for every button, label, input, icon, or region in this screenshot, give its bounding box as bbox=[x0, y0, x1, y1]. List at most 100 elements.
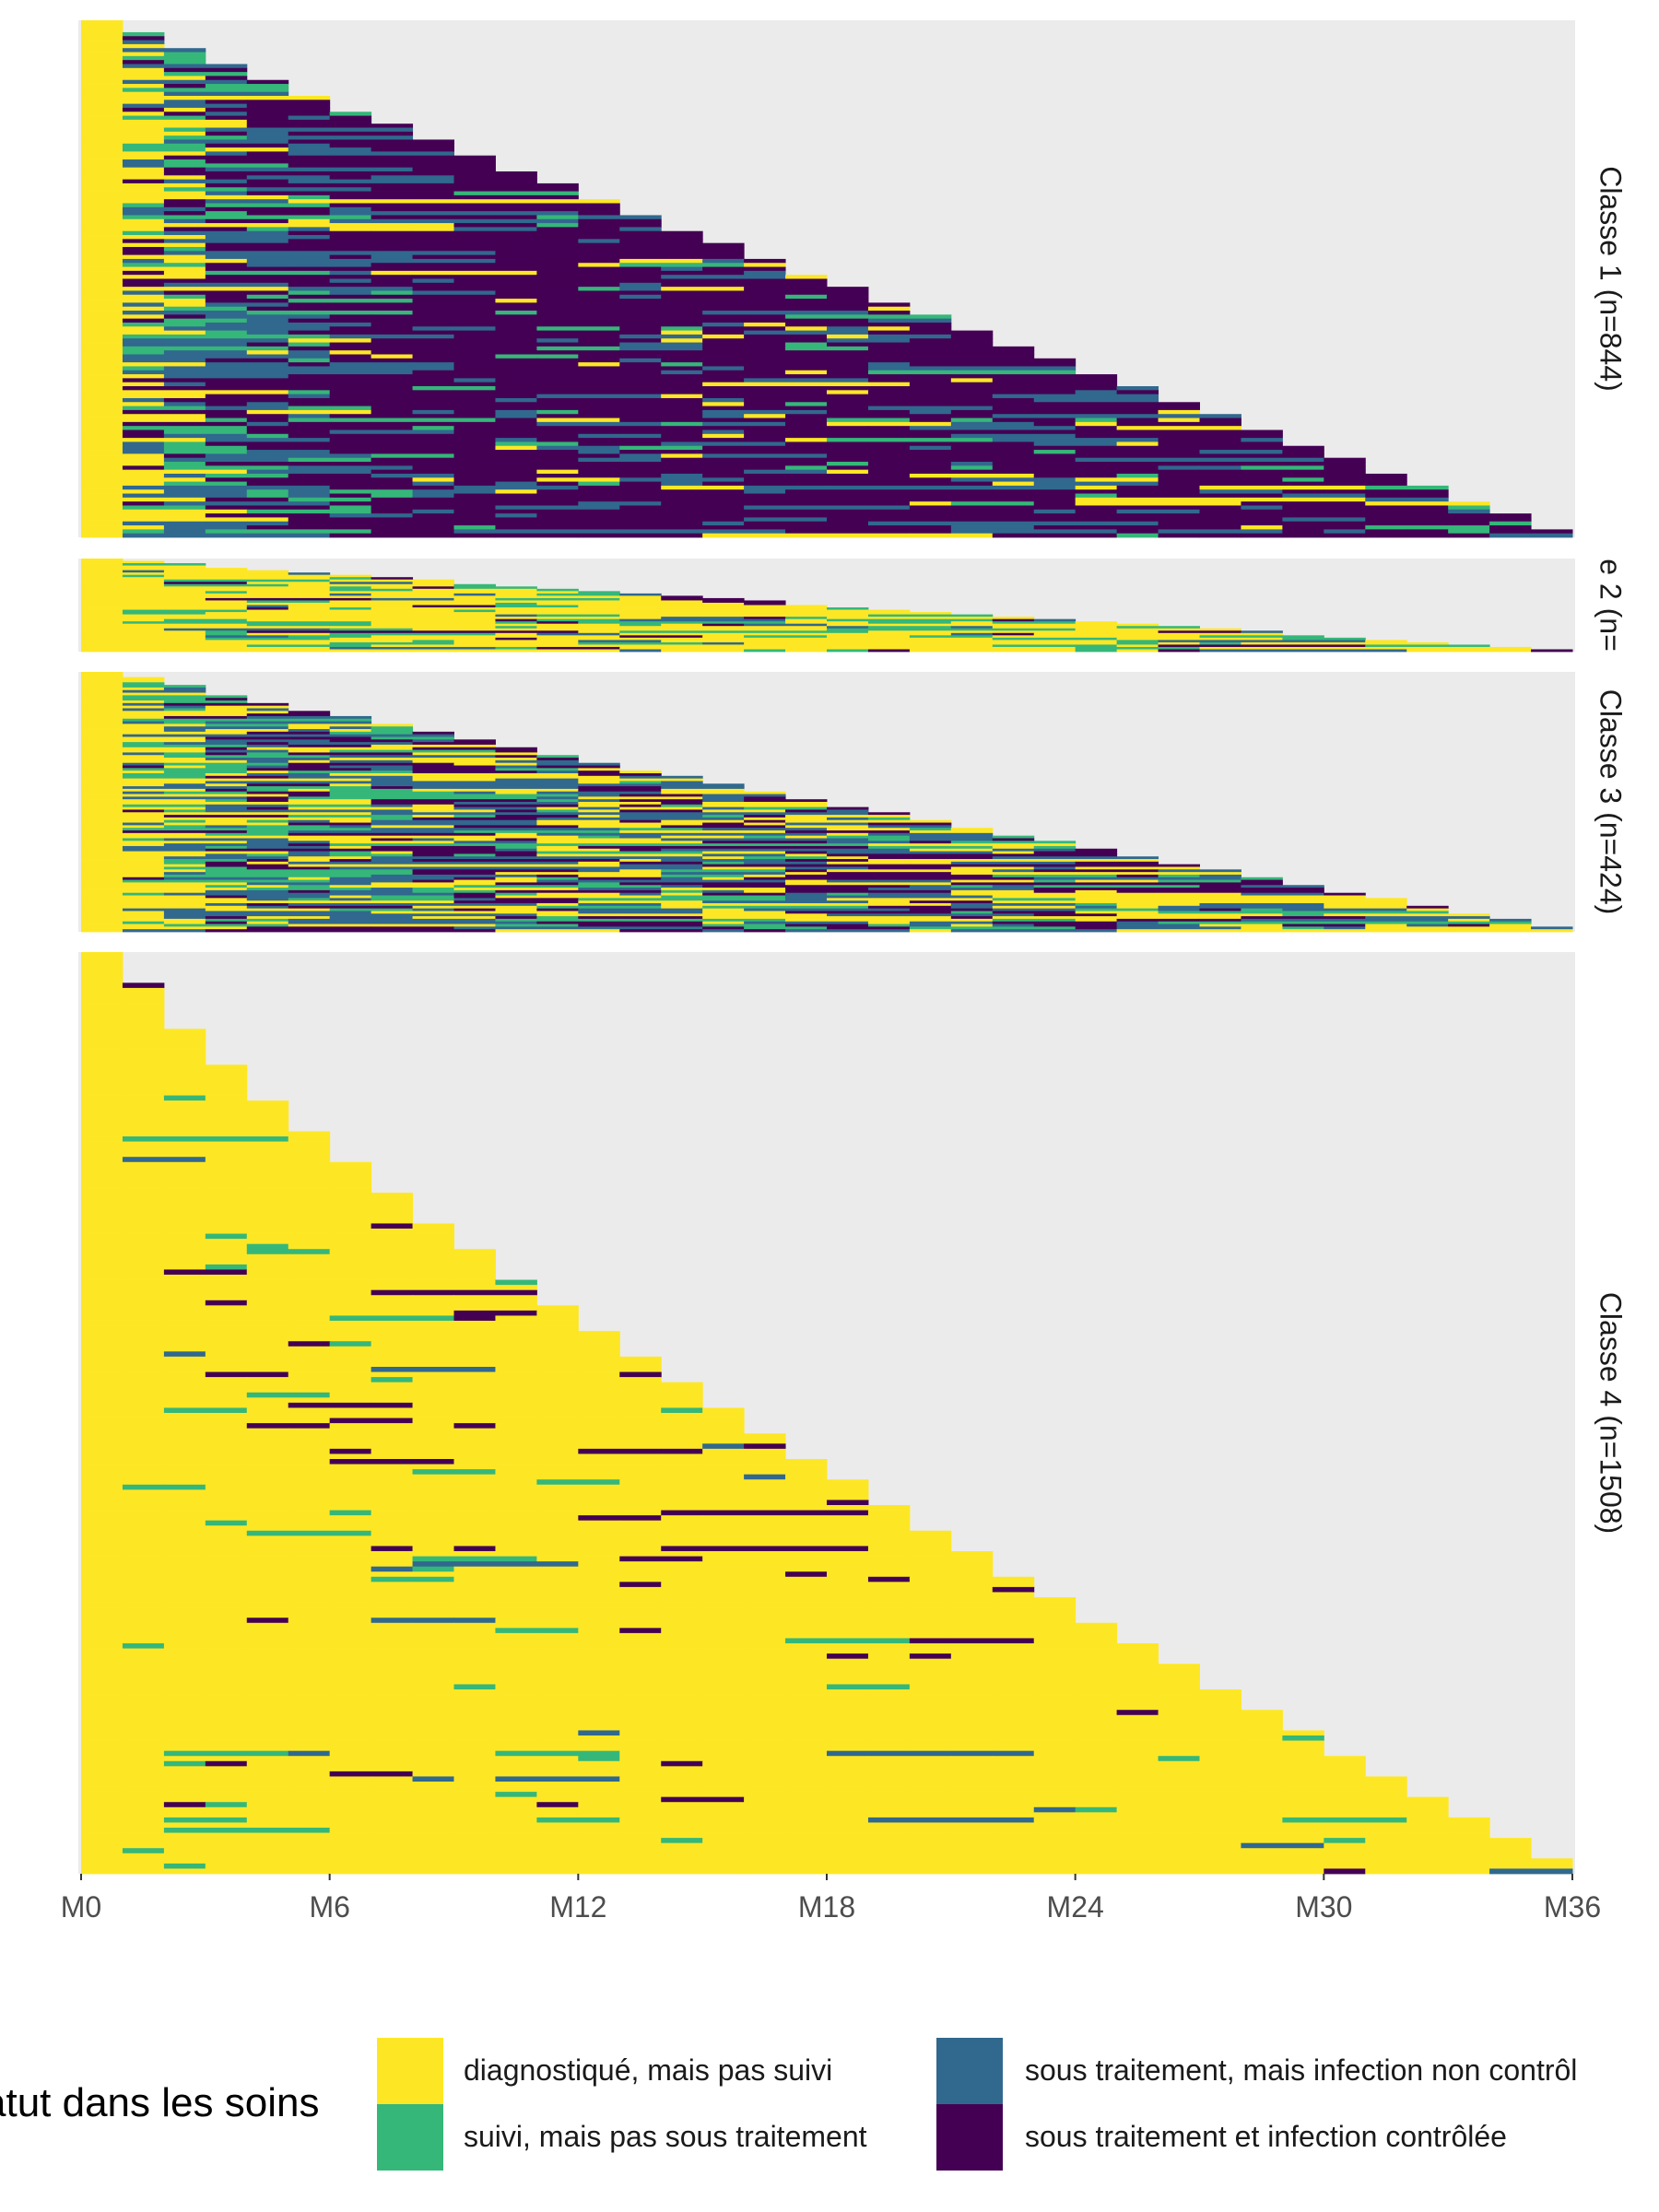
state-cell bbox=[81, 517, 289, 523]
state-cell bbox=[205, 1700, 289, 1706]
state-cell bbox=[205, 1479, 289, 1486]
state-cell bbox=[81, 825, 165, 829]
state-cell bbox=[205, 758, 331, 761]
state-cell bbox=[661, 1602, 745, 1608]
state-cell bbox=[288, 815, 414, 818]
state-cell bbox=[81, 1592, 124, 1598]
state-cell bbox=[163, 869, 206, 873]
state-cell bbox=[536, 892, 579, 896]
state-cell bbox=[288, 1428, 331, 1434]
state-cell bbox=[495, 586, 537, 590]
state-cell bbox=[329, 916, 414, 920]
state-cell bbox=[163, 294, 206, 300]
state-cell bbox=[205, 819, 248, 823]
state-cell bbox=[1448, 929, 1573, 933]
state-cell bbox=[81, 1571, 165, 1578]
state-cell bbox=[371, 851, 414, 854]
sequence-row bbox=[81, 1100, 289, 1107]
state-cell bbox=[288, 640, 414, 643]
state-cell bbox=[453, 848, 496, 852]
state-cell bbox=[81, 1858, 124, 1865]
state-cell bbox=[950, 1786, 1118, 1793]
state-cell bbox=[1199, 628, 1241, 631]
state-cell bbox=[578, 1746, 620, 1752]
state-cell bbox=[246, 211, 331, 216]
sequence-row bbox=[81, 529, 1573, 535]
state-cell bbox=[661, 1438, 745, 1444]
state-cell bbox=[163, 635, 206, 639]
state-cell bbox=[661, 775, 703, 780]
state-cell bbox=[81, 84, 165, 88]
state-cell bbox=[288, 1197, 331, 1204]
state-cell bbox=[81, 1008, 165, 1015]
state-cell bbox=[81, 1735, 124, 1741]
state-cell bbox=[785, 346, 869, 351]
state-cell bbox=[288, 1505, 331, 1511]
state-cell bbox=[578, 898, 786, 901]
state-cell bbox=[619, 218, 662, 224]
state-cell bbox=[329, 270, 372, 276]
state-cell bbox=[1406, 1817, 1449, 1823]
state-cell bbox=[205, 889, 248, 894]
state-cell bbox=[329, 879, 372, 883]
state-cell bbox=[81, 724, 124, 727]
state-cell bbox=[536, 1571, 579, 1578]
state-cell bbox=[81, 429, 124, 435]
state-cell bbox=[412, 230, 454, 236]
state-cell bbox=[536, 817, 662, 821]
state-cell bbox=[619, 251, 745, 256]
state-cell bbox=[288, 266, 372, 272]
sequence-row bbox=[81, 1423, 745, 1430]
state-cell bbox=[536, 1828, 620, 1833]
state-cell bbox=[122, 742, 165, 746]
state-cell bbox=[288, 892, 372, 896]
state-cell bbox=[1116, 421, 1159, 427]
state-cell bbox=[163, 1229, 206, 1234]
state-cell bbox=[785, 406, 869, 411]
state-cell bbox=[81, 1392, 124, 1398]
state-cell bbox=[246, 445, 331, 451]
state-cell bbox=[246, 644, 372, 648]
state-cell bbox=[785, 370, 828, 375]
state-cell bbox=[246, 618, 414, 622]
state-cell bbox=[536, 646, 620, 650]
sequence-row bbox=[81, 889, 1324, 894]
state-cell bbox=[661, 623, 703, 627]
state-cell bbox=[412, 322, 703, 327]
state-cell bbox=[122, 593, 248, 596]
sequence-row bbox=[81, 1438, 786, 1444]
state-cell bbox=[122, 1484, 165, 1490]
state-cell bbox=[81, 726, 165, 730]
state-cell bbox=[827, 1582, 869, 1588]
sequence-row bbox=[81, 1402, 703, 1408]
state-cell bbox=[412, 595, 496, 599]
state-cell bbox=[992, 1684, 1077, 1690]
state-cell bbox=[495, 888, 579, 891]
state-cell bbox=[81, 579, 124, 582]
state-cell bbox=[661, 473, 703, 478]
state-cell bbox=[619, 342, 662, 347]
state-cell bbox=[122, 924, 165, 927]
state-cell bbox=[619, 772, 662, 777]
state-cell bbox=[81, 1428, 124, 1434]
state-cell bbox=[453, 497, 537, 502]
state-cell bbox=[453, 593, 496, 596]
state-cell bbox=[785, 1530, 952, 1536]
state-cell bbox=[246, 799, 289, 803]
state-cell bbox=[1158, 465, 1200, 471]
state-cell bbox=[1241, 1812, 1324, 1818]
state-cell bbox=[495, 1540, 537, 1547]
state-cell bbox=[329, 112, 372, 116]
sequence-row bbox=[81, 477, 1407, 482]
state-cell bbox=[412, 450, 454, 454]
state-cell bbox=[371, 477, 414, 482]
state-cell bbox=[661, 426, 828, 430]
state-cell bbox=[536, 1766, 579, 1772]
state-cell bbox=[246, 916, 331, 920]
state-cell bbox=[163, 872, 206, 876]
state-cell bbox=[867, 853, 911, 857]
state-cell bbox=[992, 835, 1035, 839]
state-cell bbox=[163, 685, 206, 688]
state-cell bbox=[1116, 529, 1159, 535]
state-cell bbox=[288, 632, 331, 636]
